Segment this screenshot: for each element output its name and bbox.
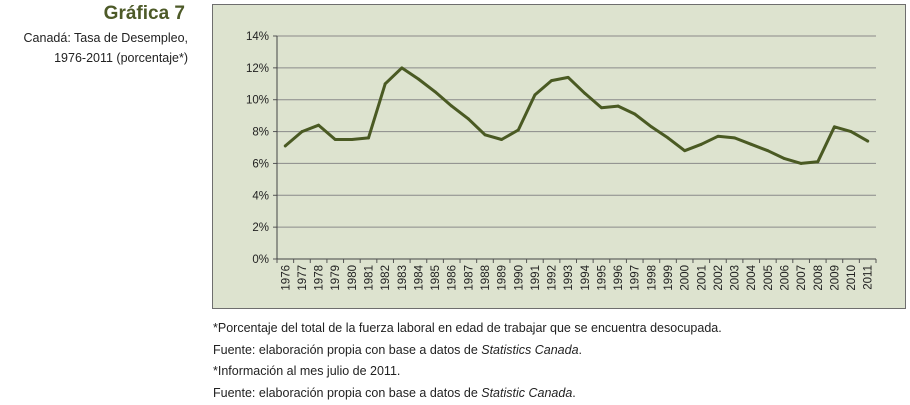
data-point (417, 77, 420, 81)
x-tick-label: 1995 (596, 265, 608, 291)
data-point (600, 106, 603, 110)
x-tick-label: 1996 (613, 265, 625, 291)
data-point (300, 130, 304, 133)
data-point (816, 160, 820, 164)
data-point (716, 134, 720, 138)
x-tick-label: 1991 (530, 265, 542, 291)
chart-panel: 0% 2% 4% 6% 8% 10% 12% 14% 1976 1977 1978 1979 1980 1… (212, 4, 906, 309)
data-point (283, 144, 287, 148)
x-tick-label: 1999 (663, 265, 675, 291)
note-source-1-name: Statistics Canada (481, 342, 579, 357)
note-source-2-suffix: . (572, 385, 576, 400)
data-point (799, 162, 803, 165)
data-point (699, 142, 703, 146)
x-tick-label: 1978 (314, 265, 326, 291)
note-source-1-prefix: Fuente: elaboración propia con base a da… (213, 342, 482, 357)
y-tick-label: 2% (252, 222, 269, 234)
data-point (616, 104, 620, 108)
data-point (566, 76, 570, 79)
data-point (849, 130, 853, 133)
figure-header: Gráfica 7 Canadá: Tasa de Desempleo, 197… (0, 4, 188, 68)
x-tick-label: 2003 (730, 265, 742, 291)
data-point (483, 133, 487, 137)
data-point (450, 104, 454, 108)
x-tick-label: 1988 (480, 265, 492, 291)
y-tick-label: 10% (246, 95, 269, 107)
y-tick-label: 14% (246, 31, 269, 43)
x-tick-label: 1992 (547, 265, 559, 291)
y-tick-label: 6% (252, 158, 269, 170)
data-point (333, 138, 337, 141)
x-tick-label: 1984 (413, 264, 425, 290)
y-tick-label: 12% (246, 63, 269, 75)
series-line (283, 66, 870, 165)
note-definition: *Porcentaje del total de la fuerza labor… (213, 321, 722, 335)
chart-notes: *Porcentaje del total de la fuerza labor… (213, 318, 903, 404)
x-tick-label: 2002 (713, 265, 725, 291)
x-tick-label: 2011 (863, 265, 875, 290)
data-point (666, 136, 670, 140)
x-tick-label: 2006 (779, 265, 791, 291)
x-tick-label: 1977 (297, 265, 309, 291)
data-point (383, 82, 387, 86)
data-point (766, 149, 770, 153)
x-tick-label: 2005 (763, 265, 775, 291)
x-tick-label: 2010 (846, 265, 858, 291)
data-point (400, 66, 404, 70)
data-point (516, 128, 520, 132)
x-tick-label: 1993 (563, 265, 575, 291)
figure-subtitle: Canadá: Tasa de Desempleo, 1976-2011 (po… (0, 28, 188, 68)
unemployment-line-chart: 0% 2% 4% 6% 8% 10% 12% 14% 1976 1977 1978 1979 1980 1… (246, 31, 877, 291)
note-date: *Información al mes julio de 2011. (213, 364, 401, 378)
x-tick-label: 2007 (796, 265, 808, 291)
x-tick-label: 1985 (430, 265, 442, 291)
x-tick-label: 1979 (330, 265, 342, 291)
x-tick-label: 1994 (580, 264, 592, 290)
figure-label: Gráfica 7 (103, 3, 185, 24)
x-tick-label: 1990 (513, 265, 525, 291)
data-point (733, 136, 736, 140)
data-point (749, 142, 753, 146)
x-tick-label: 1981 (364, 265, 376, 291)
y-tick-label: 4% (252, 190, 269, 202)
data-point (350, 138, 354, 141)
x-tick-label: 2009 (829, 265, 841, 291)
x-tick-label: 1982 (380, 265, 392, 291)
x-tick-label: 2004 (746, 264, 758, 290)
x-tick-label: 1989 (497, 265, 509, 291)
x-tick-label: 1976 (280, 265, 292, 291)
data-point (783, 157, 786, 161)
x-tick-label: 1987 (463, 265, 475, 291)
x-tick-label: 1983 (397, 265, 409, 291)
data-point (833, 125, 836, 129)
data-point (649, 125, 653, 129)
y-tick-label: 0% (252, 254, 269, 266)
data-point (433, 90, 437, 94)
x-tick-label: 1998 (646, 265, 658, 291)
data-point (550, 79, 553, 82)
data-point (317, 123, 320, 127)
x-tick-label: 1997 (630, 265, 642, 291)
figure-subtitle-line1: Canadá: Tasa de Desempleo, (23, 31, 188, 45)
data-point (866, 139, 870, 143)
x-tick-label: 1980 (347, 265, 359, 291)
data-point (500, 138, 504, 141)
x-tick-label: 2008 (813, 265, 825, 291)
data-point (583, 91, 587, 95)
data-point (466, 117, 470, 121)
y-tick-label: 8% (252, 127, 269, 139)
note-source-2-prefix: Fuente: elaboración propia con base a da… (213, 385, 482, 400)
note-source-1-suffix: . (578, 342, 583, 357)
data-point (683, 149, 687, 153)
note-source-2-name: Statistic Canada (481, 385, 573, 400)
note-source-1: Fuente: elaboración propia con base a da… (213, 340, 903, 362)
note-source-2: Fuente: elaboración propia con base a da… (213, 383, 903, 405)
data-point (633, 112, 637, 116)
figure-subtitle-line2: 1976-2011 (porcentaje*) (54, 51, 188, 65)
data-point (367, 136, 370, 140)
x-tick-label: 2000 (680, 265, 692, 291)
data-point (533, 93, 537, 97)
x-tick-label: 2001 (696, 265, 708, 291)
x-tick-label: 1986 (447, 265, 459, 291)
